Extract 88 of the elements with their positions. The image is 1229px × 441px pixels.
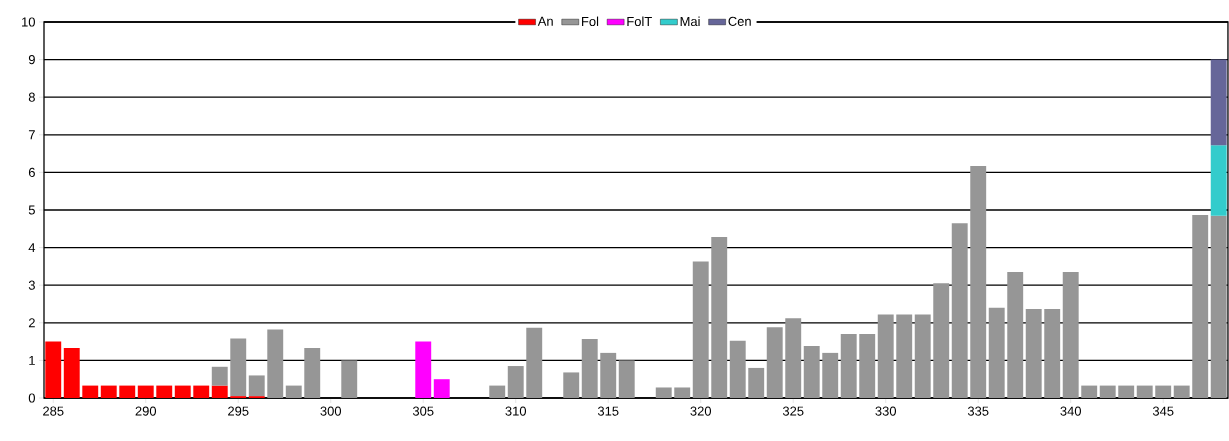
bar bbox=[877, 314, 894, 398]
x-tick-label: 340 bbox=[1060, 406, 1082, 416]
y-tick-label: 3 bbox=[28, 280, 35, 290]
bar bbox=[618, 360, 635, 398]
bar bbox=[304, 347, 321, 398]
bar bbox=[1062, 272, 1079, 398]
bar bbox=[748, 367, 765, 398]
bar bbox=[803, 346, 820, 398]
bar bbox=[1007, 272, 1024, 398]
x-tick-label: 305 bbox=[412, 406, 434, 416]
bar bbox=[230, 338, 247, 397]
bar bbox=[100, 385, 117, 398]
bar bbox=[1081, 385, 1098, 398]
bar bbox=[822, 352, 839, 398]
bar bbox=[1192, 214, 1209, 398]
x-tick-label: 310 bbox=[505, 406, 527, 416]
bar bbox=[248, 375, 265, 397]
bar bbox=[1118, 385, 1135, 398]
legend-label: Mai bbox=[680, 16, 700, 27]
bar bbox=[840, 334, 857, 398]
bar bbox=[82, 385, 99, 398]
x-tick-label: 325 bbox=[782, 406, 804, 416]
bar bbox=[211, 385, 228, 398]
bar bbox=[785, 318, 802, 398]
bar bbox=[933, 283, 950, 398]
bar bbox=[581, 338, 598, 398]
bar bbox=[211, 366, 228, 386]
bar bbox=[174, 385, 191, 398]
y-tick-label: 8 bbox=[28, 92, 35, 102]
bar bbox=[433, 379, 450, 398]
bar bbox=[489, 385, 506, 398]
y-tick-label: 7 bbox=[28, 130, 35, 140]
bar bbox=[674, 387, 691, 398]
bar bbox=[692, 261, 709, 398]
bar bbox=[415, 341, 432, 398]
bar bbox=[951, 223, 968, 398]
bar bbox=[859, 334, 876, 398]
x-tick-label: 315 bbox=[597, 406, 619, 416]
x-tick-label: 345 bbox=[1152, 406, 1174, 416]
bar bbox=[1044, 308, 1061, 398]
bar bbox=[970, 166, 987, 398]
y-tick-label: 2 bbox=[28, 318, 35, 328]
bar bbox=[1155, 385, 1172, 398]
x-tick-label: 300 bbox=[320, 406, 342, 416]
y-tick-label: 1 bbox=[29, 355, 35, 365]
bar bbox=[988, 307, 1005, 398]
y-tick-label: 5 bbox=[28, 205, 35, 215]
y-tick-label: 9 bbox=[28, 55, 35, 65]
bar bbox=[655, 387, 672, 398]
bar bbox=[285, 385, 302, 398]
bar bbox=[1210, 215, 1227, 398]
bar bbox=[729, 340, 746, 398]
bar bbox=[711, 237, 728, 398]
bar bbox=[341, 360, 358, 398]
bar bbox=[1099, 385, 1116, 398]
legend-label: Cen bbox=[728, 16, 751, 26]
bar bbox=[600, 352, 617, 398]
x-tick-label: 335 bbox=[967, 406, 989, 416]
bar bbox=[896, 314, 913, 398]
bar bbox=[267, 329, 284, 398]
y-tick-label: 10 bbox=[22, 17, 35, 27]
y-tick-label: 4 bbox=[28, 243, 36, 253]
y-tick-label: 6 bbox=[28, 167, 35, 177]
bar bbox=[193, 385, 210, 398]
bar bbox=[156, 385, 173, 398]
x-tick-label: 320 bbox=[690, 406, 712, 416]
legend-label: FolT bbox=[627, 16, 652, 27]
bar bbox=[137, 385, 154, 398]
bar bbox=[119, 385, 136, 398]
bar bbox=[507, 366, 524, 398]
bar bbox=[63, 347, 80, 398]
legend-label: An bbox=[537, 16, 553, 26]
bar bbox=[563, 372, 580, 398]
bar bbox=[526, 327, 543, 398]
bar bbox=[914, 314, 931, 398]
x-tick-label: 295 bbox=[228, 406, 249, 416]
bar bbox=[766, 327, 783, 398]
x-tick-label: 330 bbox=[875, 406, 897, 416]
legend-label: Fol bbox=[582, 16, 599, 27]
bar bbox=[1210, 145, 1227, 216]
y-tick-label: 0 bbox=[28, 393, 35, 403]
bar bbox=[1173, 385, 1190, 398]
bar bbox=[1025, 308, 1042, 398]
x-tick-label: 285 bbox=[43, 406, 64, 416]
bar bbox=[1136, 385, 1153, 398]
bar bbox=[45, 341, 62, 398]
x-tick-label: 290 bbox=[135, 406, 157, 416]
bar bbox=[1210, 59, 1227, 146]
